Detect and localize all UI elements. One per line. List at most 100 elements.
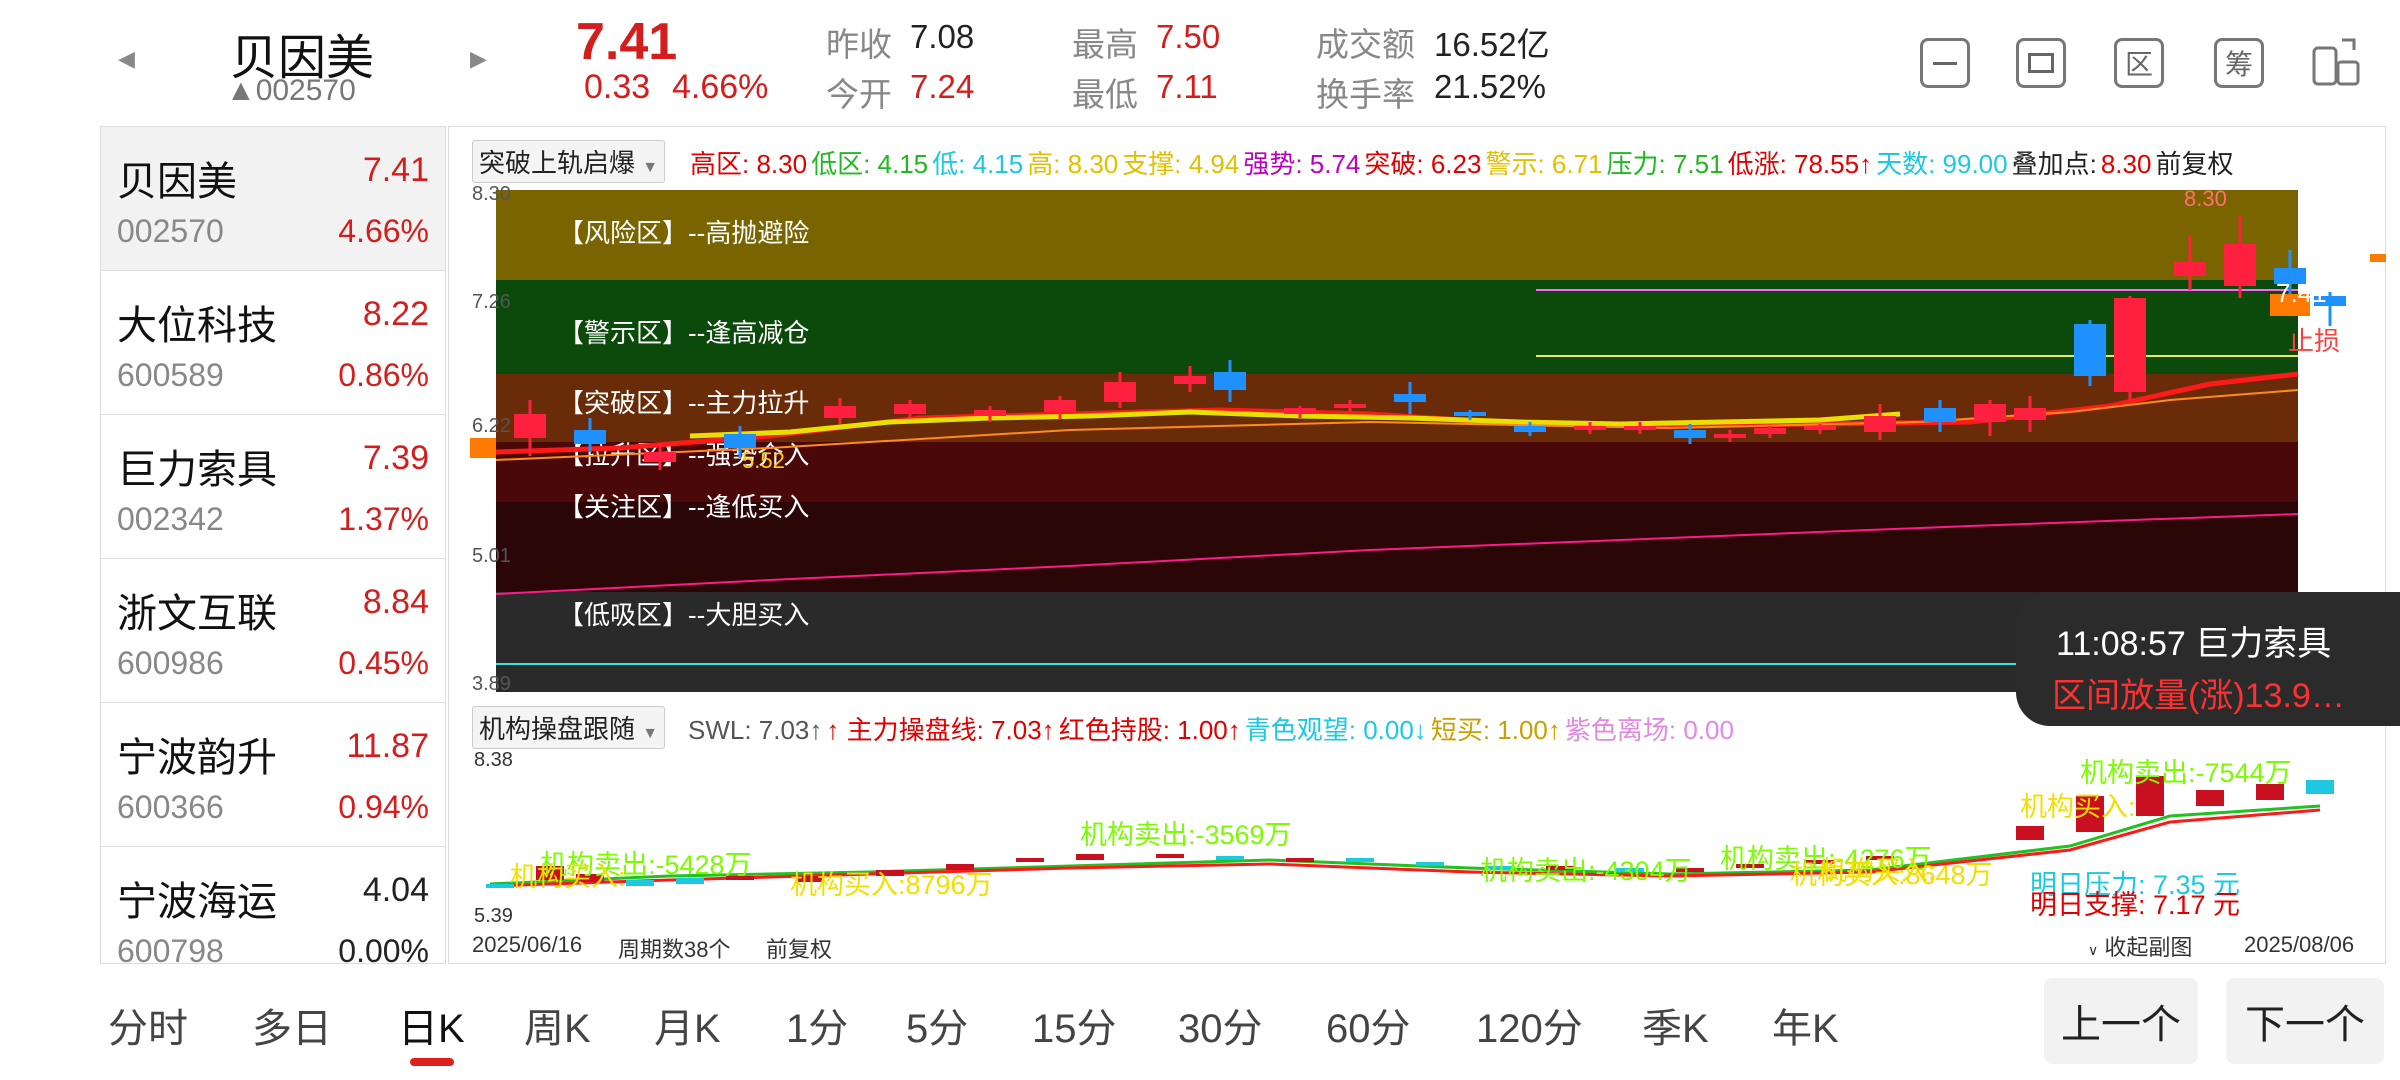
stock-list-name: 宁波海运 [117,880,277,924]
prev-stock-arrow[interactable]: ◀ [118,46,135,71]
chip-distribution-icon[interactable]: 筹 [2214,38,2264,88]
alert-tooltip[interactable]: 11:08:57 巨力索具 区间放量(涨)13.9… [2016,592,2400,726]
candle-body [514,414,546,438]
tab-120min[interactable]: 120分 [1476,1007,1583,1051]
sub-candle [2016,826,2044,840]
minimize-icon[interactable] [1920,38,1970,88]
y-axis-label: 5.01 [472,545,511,567]
stock-list-pct: 0.86% [338,357,429,393]
sub-indicator-legend: SWL: 7.03↑ ↑ 主力操盘线: 7.03↑ 红色持股: 1.00↑ 青色观望:… [688,710,1738,747]
main-indicator-legend: 高区: 8.30 低区: 4.15 低: 4.15 高: 8.30 支撑: 4.94 强势… [690,144,2390,181]
stock-list-item[interactable]: 大位科技 8.22 600589 0.86% [101,271,445,415]
prev-close-label: 昨收 [826,26,892,63]
candle-body [1574,426,1606,430]
stop-loss-label: 止损 [2288,326,2340,356]
main-kline-chart[interactable]: 【风险区】--高抛避险 【警示区】--逢高减仓 【突破区】--主力拉升 【拉升区… [470,186,2386,696]
candle-body [974,410,1006,416]
tab-yearly-k[interactable]: 年K [1772,1007,1839,1051]
device-switch-icon[interactable] [2308,34,2364,90]
sub-y-axis-bottom: 5.39 [474,905,513,927]
sub-candle [2076,796,2104,832]
stock-list-item[interactable]: 宁波韵升 11.87 600366 0.94% [101,703,445,847]
stock-list-code: 600798 [117,933,224,964]
prev-stock-button[interactable]: 上一个 [2044,978,2198,1064]
tab-multiday[interactable]: 多日 [252,1007,332,1051]
high-mark-label: 8.30 [2184,186,2227,211]
y-axis-label: 6.22 [472,415,511,437]
sub-candle [2196,790,2224,806]
legend-item: 8.30 [2100,149,2152,179]
zone-label-warning: 【警示区】--逢高减仓 [558,318,809,348]
tab-15min[interactable]: 15分 [1032,1007,1117,1051]
legend-item: 青色观望: 0.00↓ [1244,715,1427,745]
sub-candle [1616,868,1644,872]
institution-flow-annotation: 机构买入: [1820,856,1936,886]
sub-candle [1016,858,1044,862]
tab-weekly-k[interactable]: 周K [524,1007,591,1051]
next-stock-button[interactable]: 下一个 [2226,978,2384,1064]
candle-body [1514,426,1546,432]
legend-item: 警示: 6.71 [1485,149,1603,179]
candle-body [2314,296,2346,306]
candle-body [1754,428,1786,434]
institution-flow-annotation: 机构卖出:-4304万 [1480,856,1692,886]
legend-item: 前复权 [2155,149,2234,179]
sub-candle [486,884,514,888]
stock-list-item[interactable]: 浙文互联 8.84 600986 0.45% [101,559,445,703]
main-indicator-dropdown[interactable]: 突破上轨启爆 ▼ [472,140,666,183]
stock-list-item[interactable]: 宁波海运 4.04 600798 0.00% [101,847,445,964]
sub-candle [946,864,974,870]
zone-label-risk: 【风险区】--高抛避险 [558,218,809,248]
tab-monthly-k[interactable]: 月K [654,1007,721,1051]
legend-item: 叠加点: [2011,149,2097,179]
candle-body [1714,434,1746,438]
stock-list-code: 002570 [117,213,224,249]
next-stock-arrow[interactable]: ▶ [470,46,487,71]
sub-candle [1216,856,1244,860]
collapse-sub-chart-button[interactable]: ∨ 收起副图 [2088,930,2192,962]
sub-candle [626,880,654,886]
tab-quarterly-k[interactable]: 季K [1642,1007,1709,1051]
tab-5min[interactable]: 5分 [906,1007,969,1051]
institution-flow-annotation: 明日支撑: 7.17 元 [2030,890,2240,920]
legend-item: 压力: 7.51 [1606,149,1724,179]
candle-body [2114,298,2146,392]
stock-list-code: 002342 [117,501,224,537]
active-tab-indicator [410,1058,454,1066]
sub-candle [576,874,604,882]
screen-icon[interactable] [2016,38,2066,88]
x-axis-start-date: 2025/06/16 [472,932,583,957]
zone-label-breakout: 【突破区】--主力拉升 [558,388,809,418]
sub-candle [1866,856,1894,860]
sub-candle [1676,868,1704,872]
interval-icon[interactable]: 区 [2114,38,2164,88]
sub-candle [2306,780,2334,794]
current-price: 7.41 [576,13,678,71]
stock-list-pct: 1.37% [338,501,429,537]
sub-candle [1546,866,1574,870]
zone-label-watch: 【关注区】--逢低买入 [558,492,809,522]
legend-item: 强势: 5.74 [1243,149,1361,179]
sub-indicator-dropdown[interactable]: 机构操盘跟随 ▼ [472,706,666,749]
amount-value: 16.52亿 [1434,26,1550,63]
stock-list-code: 600986 [117,645,224,681]
tab-30min[interactable]: 30分 [1178,1007,1263,1051]
legend-item: 红色持股: 1.00↑ [1058,715,1241,745]
low-label: 最低 [1072,76,1138,113]
candle-body [2014,408,2046,420]
candle-body [1924,408,1956,422]
sub-candle [1076,854,1104,860]
institution-flow-annotation: 机构买入:8796万 [790,870,993,900]
stock-list-pct: 0.94% [338,789,429,825]
tooltip-text: 区间放量(涨)13.9… [2052,677,2345,715]
stock-list-item[interactable]: 贝因美 7.41 002570 4.66% [101,127,445,271]
tab-1min[interactable]: 1分 [786,1007,849,1051]
institution-flow-annotation: 机构卖出:-3569万 [1080,820,1292,850]
institution-flow-annotation: 机构卖出:-4276万 [1720,844,1932,874]
tab-fenshi[interactable]: 分时 [108,1007,188,1051]
tab-daily-k[interactable]: 日K [398,1007,465,1051]
tab-60min[interactable]: 60分 [1326,1007,1411,1051]
candle-body [1394,394,1426,402]
stock-list-item[interactable]: 巨力索具 7.39 002342 1.37% [101,415,445,559]
